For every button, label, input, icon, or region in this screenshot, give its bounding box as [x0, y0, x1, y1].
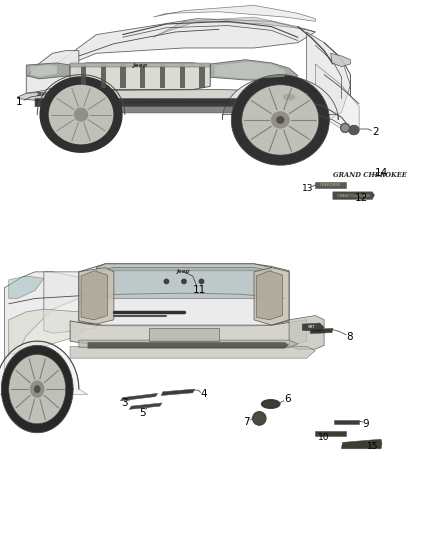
- Text: 6: 6: [284, 394, 291, 403]
- Polygon shape: [31, 65, 57, 77]
- Polygon shape: [39, 76, 123, 153]
- Ellipse shape: [182, 279, 186, 284]
- Text: 4: 4: [201, 390, 208, 399]
- Polygon shape: [120, 64, 126, 88]
- Polygon shape: [70, 320, 307, 348]
- Text: Jeep: Jeep: [37, 91, 49, 98]
- Polygon shape: [79, 264, 289, 326]
- Text: Jeep: Jeep: [132, 63, 148, 68]
- Ellipse shape: [199, 279, 204, 284]
- Polygon shape: [140, 64, 145, 88]
- Polygon shape: [18, 90, 324, 111]
- Text: SRT: SRT: [308, 325, 316, 329]
- Polygon shape: [199, 64, 205, 88]
- Polygon shape: [254, 268, 289, 325]
- Polygon shape: [79, 268, 114, 324]
- Polygon shape: [160, 64, 165, 88]
- Polygon shape: [334, 420, 359, 424]
- Polygon shape: [310, 328, 333, 334]
- Polygon shape: [26, 63, 70, 79]
- Polygon shape: [242, 85, 319, 155]
- Text: Jeep: Jeep: [177, 269, 191, 274]
- Ellipse shape: [340, 123, 350, 133]
- Text: 2: 2: [372, 127, 379, 137]
- Polygon shape: [333, 192, 374, 199]
- Polygon shape: [161, 389, 195, 395]
- Text: GRAND CHEROKEE: GRAND CHEROKEE: [333, 171, 406, 179]
- Text: 10: 10: [318, 433, 329, 441]
- Text: 9: 9: [363, 419, 370, 429]
- Polygon shape: [120, 393, 158, 401]
- Ellipse shape: [31, 381, 44, 397]
- Polygon shape: [81, 64, 86, 88]
- Text: 11: 11: [193, 286, 206, 295]
- Ellipse shape: [284, 94, 295, 100]
- Polygon shape: [1, 345, 73, 433]
- Polygon shape: [9, 276, 44, 298]
- Ellipse shape: [35, 386, 40, 392]
- Polygon shape: [210, 60, 298, 81]
- Polygon shape: [315, 64, 359, 129]
- Text: GRAND CHEROKEE: GRAND CHEROKEE: [337, 193, 371, 198]
- Ellipse shape: [74, 108, 88, 121]
- Polygon shape: [44, 107, 307, 113]
- Ellipse shape: [349, 125, 359, 135]
- Polygon shape: [4, 272, 88, 384]
- Text: 15: 15: [367, 442, 378, 451]
- Text: 8: 8: [346, 332, 353, 342]
- Polygon shape: [307, 32, 350, 123]
- Ellipse shape: [272, 112, 289, 128]
- Ellipse shape: [253, 411, 266, 425]
- Polygon shape: [272, 93, 307, 100]
- Polygon shape: [70, 346, 315, 358]
- Polygon shape: [149, 328, 219, 341]
- Polygon shape: [153, 5, 315, 21]
- Ellipse shape: [342, 125, 348, 131]
- Text: CHEROKEE: CHEROKEE: [320, 183, 341, 187]
- Polygon shape: [289, 316, 324, 349]
- Ellipse shape: [164, 279, 169, 284]
- Polygon shape: [44, 272, 96, 333]
- Polygon shape: [256, 271, 283, 320]
- Polygon shape: [180, 64, 185, 88]
- Polygon shape: [315, 182, 346, 188]
- Text: 5: 5: [139, 408, 146, 417]
- Polygon shape: [101, 64, 106, 88]
- Text: 12: 12: [355, 193, 368, 203]
- Polygon shape: [26, 51, 79, 93]
- Ellipse shape: [277, 117, 284, 123]
- Polygon shape: [315, 431, 346, 436]
- Polygon shape: [9, 354, 66, 424]
- Polygon shape: [342, 439, 382, 449]
- Ellipse shape: [261, 400, 280, 408]
- Polygon shape: [81, 271, 107, 320]
- Polygon shape: [70, 63, 210, 90]
- Polygon shape: [70, 63, 210, 67]
- Polygon shape: [153, 17, 315, 37]
- Text: 7: 7: [243, 417, 250, 427]
- Text: 1: 1: [16, 98, 23, 107]
- Polygon shape: [79, 340, 298, 348]
- Polygon shape: [302, 323, 324, 332]
- Polygon shape: [49, 85, 113, 144]
- Polygon shape: [331, 53, 350, 67]
- Text: 13: 13: [302, 184, 313, 193]
- Polygon shape: [96, 268, 272, 298]
- Polygon shape: [88, 342, 289, 349]
- Text: 14: 14: [374, 168, 388, 177]
- Polygon shape: [44, 19, 315, 75]
- Polygon shape: [231, 75, 329, 165]
- Polygon shape: [9, 309, 88, 357]
- Polygon shape: [215, 62, 285, 79]
- Text: 3: 3: [121, 398, 128, 408]
- Polygon shape: [223, 76, 338, 120]
- Polygon shape: [35, 99, 315, 107]
- Polygon shape: [129, 403, 162, 409]
- Polygon shape: [0, 341, 88, 394]
- Polygon shape: [96, 264, 272, 272]
